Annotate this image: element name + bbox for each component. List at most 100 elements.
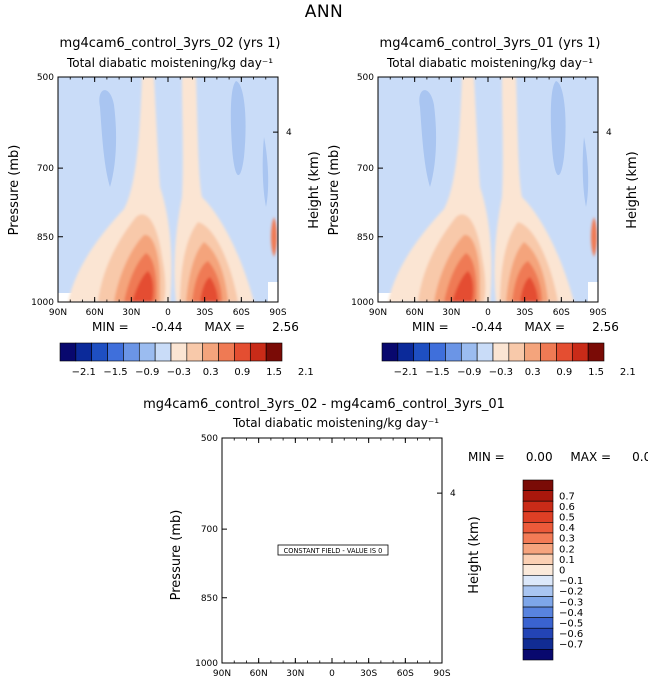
colorbar-swatch [522, 606, 554, 618]
colorbar-swatch [476, 342, 494, 362]
colorbar-swatch [138, 342, 156, 362]
colorbar-tick-label: 2.1 [298, 367, 314, 378]
colorbar-tick-label: −0.9 [135, 367, 159, 378]
colorbar-swatch [445, 342, 462, 362]
panel-2-title: mg4cam6_control_3yrs_01 (yrs 1) [379, 36, 601, 51]
y2-tick-label: 4 [286, 128, 292, 138]
x-tick-label: 90N [213, 669, 231, 679]
panel-1-ylabel: Pressure (mb) [7, 145, 22, 236]
colorbar-swatch [524, 342, 541, 362]
colorbar-swatch [75, 342, 93, 362]
panel-1-title: mg4cam6_control_3yrs_02 (yrs 1) [59, 36, 281, 51]
colorbar-swatch [522, 522, 554, 534]
y2-tick-label: 4 [450, 489, 456, 499]
y-tick-label: 1000 [31, 298, 54, 308]
colorbar-swatch [413, 342, 430, 362]
colorbar-swatch [265, 342, 283, 362]
y-tick-label: 700 [37, 164, 54, 174]
panel-1-y-axis: 500 700 850 1000 4 [31, 73, 292, 308]
panel-1-field [58, 77, 278, 302]
x-tick-label: 90S [433, 669, 450, 679]
x-tick-label: 30N [286, 669, 304, 679]
colorbar-tick-label: 0.5 [559, 513, 575, 524]
y-tick-label: 850 [37, 233, 54, 243]
colorbar-tick-label: −0.7 [559, 640, 583, 651]
colorbar-tick-label: 0.3 [559, 534, 575, 545]
x-tick-label: 90S [589, 308, 606, 318]
constant-field-box [277, 544, 389, 556]
panel-1: 90N 60N 30N 0 30S 60S 90S 500 700 850 1000 4 Press… [7, 73, 322, 318]
colorbar-tick-label: −0.5 [559, 618, 583, 629]
constant-field-label: CONSTANT FIELD - VALUE IS 0 [284, 547, 383, 555]
colorbar-tick-label: −0.9 [457, 367, 481, 378]
x-tick-label: 30N [442, 308, 460, 318]
colorbar-tick-label: 1.5 [588, 367, 604, 378]
colorbar-swatch [571, 342, 589, 362]
panel-3: CONSTANT FIELD - VALUE IS 0 90N 60N 30N 0 30… [169, 434, 482, 679]
panel-3-min-value: 0.00 [525, 450, 553, 464]
x-tick-label: 60S [397, 669, 414, 679]
panel-1-min-label: MIN = [92, 320, 129, 334]
panel-3-max-label: MAX = [570, 450, 612, 464]
colorbar-tick-label: −2.1 [72, 367, 96, 378]
x-tick-label: 30S [516, 308, 533, 318]
colorbar-tick-label: 2.1 [620, 367, 636, 378]
colorbar-swatch [218, 342, 235, 362]
panel-2-max-label: MAX = [524, 320, 566, 334]
colorbar-tick-label: −0.3 [559, 597, 583, 608]
colorbar-tick-label: 1.5 [266, 367, 282, 378]
colorbar-swatch [556, 342, 573, 362]
colorbar-swatch [522, 627, 554, 640]
y-tick-label: 700 [357, 164, 374, 174]
panel-2-min-value: -0.44 [471, 320, 503, 334]
y-tick-label: 500 [357, 73, 374, 83]
panel-3-min-max: MIN = 0.00 MAX = 0.00 [468, 450, 648, 464]
colorbar-swatch [202, 342, 219, 362]
x-tick-label: 60N [406, 308, 424, 318]
colorbar-swatch [508, 342, 526, 362]
y-tick-label: 1000 [351, 298, 374, 308]
panel-1-x-axis: 90N 60N 30N 0 30S 60S 90S [49, 77, 287, 318]
panel-3-colorbar: 0.70.60.50.40.30.20.10−0.1−0.2−0.3−0.4−0… [522, 479, 583, 661]
colorbar-tick-label: 0.9 [234, 367, 250, 378]
colorbar-swatch [522, 511, 554, 523]
y-tick-label: 1000 [195, 659, 218, 669]
colorbar-tick-label: −0.3 [489, 367, 513, 378]
colorbar-tick-label: 0.9 [556, 367, 572, 378]
colorbar-swatch [522, 543, 554, 555]
colorbar-tick-label: −1.5 [425, 367, 449, 378]
colorbar-tick-label: 0.7 [559, 491, 575, 502]
colorbar-tick-label: 0.3 [525, 367, 541, 378]
colorbar-swatch [492, 342, 510, 362]
colorbar-swatch [522, 479, 554, 491]
colorbar-swatch [123, 342, 140, 362]
x-tick-label: 60S [553, 308, 570, 318]
x-tick-label: 60N [86, 308, 104, 318]
colorbar-tick-label: −1.5 [103, 367, 127, 378]
x-tick-label: 30S [360, 669, 377, 679]
panel-3-x-axis: 90N 60N 30N 0 30S 60S 90S [213, 438, 451, 679]
colorbar-tick-label: 0.6 [559, 502, 575, 513]
colorbar-tick-label: −0.2 [559, 587, 583, 598]
panel-3-max-value: 0.00 [632, 450, 648, 464]
colorbar-swatch [522, 596, 554, 608]
x-tick-label: 90N [49, 308, 67, 318]
colorbar-swatch [522, 532, 554, 544]
colorbar-tick-label: 0.2 [559, 544, 575, 555]
colorbar-tick-label: −0.1 [559, 576, 583, 587]
y-tick-label: 500 [201, 434, 218, 444]
panel-2-min-label: MIN = [412, 320, 449, 334]
colorbar-swatch [522, 553, 554, 566]
panel-2-y2label: Height (km) [625, 151, 640, 228]
y-tick-label: 500 [37, 73, 54, 83]
panel-1-max-label: MAX = [204, 320, 246, 334]
colorbar-swatch [429, 342, 446, 362]
colorbar-swatch [234, 342, 251, 362]
panel-1-colorbar: −2.1 −1.5 −0.9 −0.3 0.3 0.9 1.5 2.1 [59, 342, 314, 378]
panel-1-min-value: -0.44 [151, 320, 183, 334]
y2-tick-label: 4 [606, 128, 612, 138]
colorbar-swatch [522, 574, 554, 587]
panel-2-field [378, 77, 598, 302]
panel-3-y2label: Height (km) [467, 516, 482, 593]
